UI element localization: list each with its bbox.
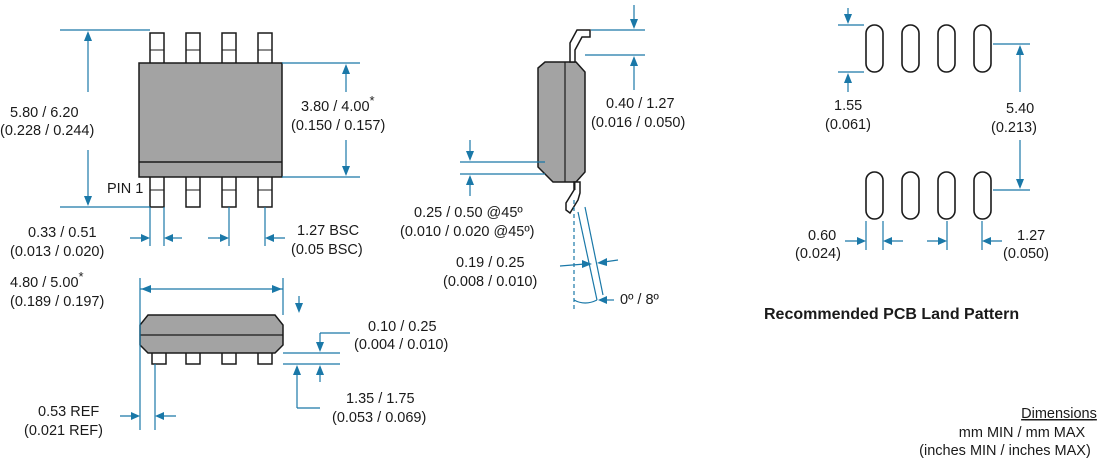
land-pad — [865, 24, 884, 73]
lead-width-mm: 0.33 / 0.51 — [28, 225, 97, 241]
top-width-in: (0.150 / 0.157) — [291, 118, 385, 134]
land-pad — [901, 171, 920, 220]
lead-thk-in: (0.008 / 0.010) — [443, 274, 537, 290]
land-pad-len-in: (0.061) — [825, 117, 871, 133]
legend-line2: (inches MIN / inches MAX) — [919, 443, 1091, 459]
top-view-pin — [149, 32, 165, 66]
top-width-mm: 3.80 / 4.00 — [301, 99, 370, 115]
ref-mm: 0.53 REF — [38, 404, 99, 420]
pitch-in: (0.05 BSC) — [291, 242, 363, 258]
legend-line1: mm MIN / mm MAX — [959, 425, 1086, 441]
lead-width-in: (0.013 / 0.020) — [10, 244, 104, 260]
top-view-pin — [257, 174, 273, 208]
standoff-mm: 0.10 / 0.25 — [368, 319, 437, 335]
end-view: 0.40 / 1.27 (0.016 / 0.050) 0.25 / 0.50 … — [400, 5, 685, 310]
foot-in: (0.016 / 0.050) — [591, 115, 685, 131]
end-view-lead-top — [569, 29, 591, 63]
side-view-body — [139, 314, 284, 354]
top-view: 5.80 / 6.20 (0.228 / 0.244) 3.80 / 4.00*… — [0, 29, 385, 260]
end-view-lead-bottom — [565, 181, 581, 215]
svg-text:4.80 / 5.00*: 4.80 / 5.00* — [10, 269, 84, 291]
top-view-pin — [149, 174, 165, 208]
body-height-mm: 1.35 / 1.75 — [346, 391, 415, 407]
land-pad — [973, 24, 992, 73]
lead-thk-mm: 0.19 / 0.25 — [456, 255, 525, 271]
chamfer-in: (0.010 / 0.020 @45º) — [400, 224, 535, 240]
pin1-label: PIN 1 — [107, 181, 143, 197]
top-view-pin — [185, 174, 201, 208]
side-length-star: * — [79, 269, 84, 284]
foot-mm: 0.40 / 1.27 — [606, 96, 675, 112]
top-height-in: (0.228 / 0.244) — [0, 123, 94, 139]
top-view-pin — [257, 32, 273, 66]
dimensions-legend: Dimensions mm MIN / mm MAX (inches MIN /… — [919, 406, 1097, 459]
land-pad — [865, 171, 884, 220]
top-view-pin — [221, 32, 237, 66]
pitch-mm: 1.27 BSC — [297, 223, 359, 239]
land-pad — [901, 24, 920, 73]
land-pad — [937, 24, 956, 73]
body-height-in: (0.053 / 0.069) — [332, 410, 426, 426]
side-length-mm: 4.80 / 5.00 — [10, 275, 79, 291]
land-pattern: 1.55 (0.061) 5.40 (0.213) 0.60 (0.024) 1… — [764, 8, 1049, 323]
land-pad — [937, 171, 956, 220]
land-pad-w-in: (0.024) — [795, 246, 841, 262]
top-view-pin — [221, 174, 237, 208]
land-span-in: (0.213) — [991, 120, 1037, 136]
end-view-body — [537, 61, 586, 183]
top-view-body — [138, 62, 283, 178]
angle-label: 0º / 8º — [620, 292, 660, 308]
top-height-mm: 5.80 / 6.20 — [10, 105, 79, 121]
top-view-pin — [185, 32, 201, 66]
side-length-in: (0.189 / 0.197) — [10, 294, 104, 310]
land-pad-w-mm: 0.60 — [808, 228, 836, 244]
svg-text:3.80 / 4.00*: 3.80 / 4.00* — [301, 93, 375, 115]
land-pad — [973, 171, 992, 220]
chamfer-mm: 0.25 / 0.50 @45º — [414, 205, 523, 221]
standoff-in: (0.004 / 0.010) — [354, 337, 448, 353]
land-pad-len-mm: 1.55 — [834, 98, 862, 114]
land-pitch-mm: 1.27 — [1017, 228, 1045, 244]
land-pattern-title: Recommended PCB Land Pattern — [764, 306, 1019, 323]
ref-in: (0.021 REF) — [24, 423, 103, 439]
side-view: 4.80 / 5.00* (0.189 / 0.197) 0.10 / 0.25… — [10, 269, 448, 439]
top-width-star: * — [370, 93, 375, 108]
land-span-mm: 5.40 — [1006, 101, 1034, 117]
legend-heading: Dimensions — [1021, 406, 1097, 422]
land-pitch-in: (0.050) — [1003, 246, 1049, 262]
